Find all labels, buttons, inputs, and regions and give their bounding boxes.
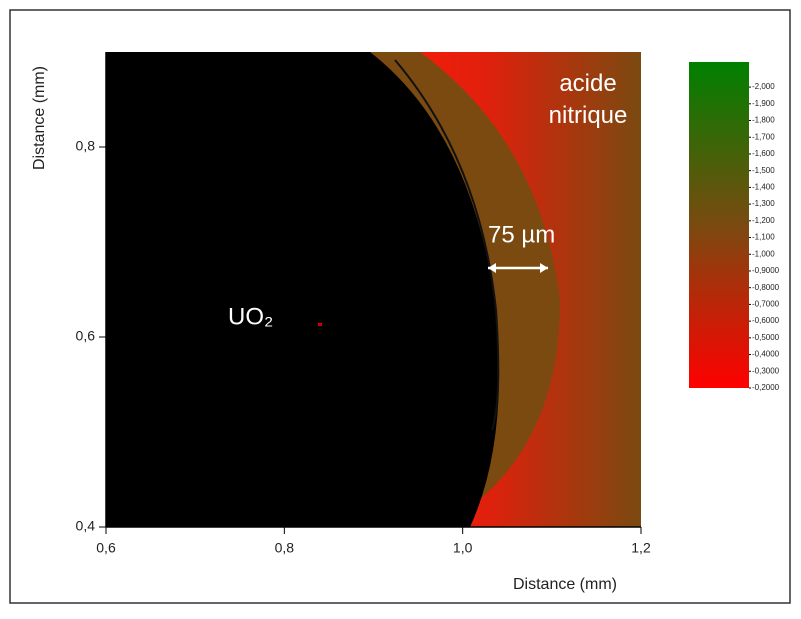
colorbar-tick-label: -0,2000 <box>752 383 780 392</box>
y-tick-label: 0,8 <box>76 138 96 154</box>
colorbar-tick-label: -1,400 <box>752 182 775 191</box>
colorbar-tick-label: -1,200 <box>752 216 775 225</box>
y-axis-title: Distance (mm) <box>31 66 48 170</box>
colorbar-tick-label: -1,100 <box>752 233 775 242</box>
colorbar-tick-label: -0,6000 <box>752 316 780 325</box>
annotation-acid: acide nitrique <box>549 70 628 129</box>
colorbar-tick-label: -1,500 <box>752 166 775 175</box>
colorbar-tick-label: -1,700 <box>752 132 775 141</box>
colorbar-tick-label: -0,4000 <box>752 350 780 359</box>
colorbar-tick-label: -1,300 <box>752 199 775 208</box>
y-tick-label: 0,6 <box>76 328 96 344</box>
annotation-uo2: UO₂ <box>228 303 273 330</box>
colorbar-tick-label: -0,7000 <box>752 300 780 309</box>
x-tick-label: 0,6 <box>96 540 116 556</box>
colorbar-tick-label: -0,8000 <box>752 283 780 292</box>
colorbar-tick-label: -0,3000 <box>752 366 780 375</box>
colorbar-tick-label: -1,000 <box>752 249 775 258</box>
x-axis-title: Distance (mm) <box>513 576 617 593</box>
colorbar-tick-label: -0,9000 <box>752 266 780 275</box>
x-tick-label: 1,2 <box>631 540 651 556</box>
plot-image <box>106 52 641 527</box>
colorbar-tick-label: -1,600 <box>752 149 775 158</box>
colorbar <box>689 62 749 388</box>
colorbar-tick-label: -1,900 <box>752 99 775 108</box>
y-tick-label: 0,4 <box>76 518 96 534</box>
colorbar-tick-label: -2,000 <box>752 82 775 91</box>
x-tick-label: 0,8 <box>275 540 295 556</box>
x-tick-label: 1,0 <box>453 540 473 556</box>
annotation-75um: 75 µm <box>488 221 555 248</box>
colorbar-tick-label: -1,800 <box>752 116 775 125</box>
colorbar-tick-label: -0,5000 <box>752 333 780 342</box>
